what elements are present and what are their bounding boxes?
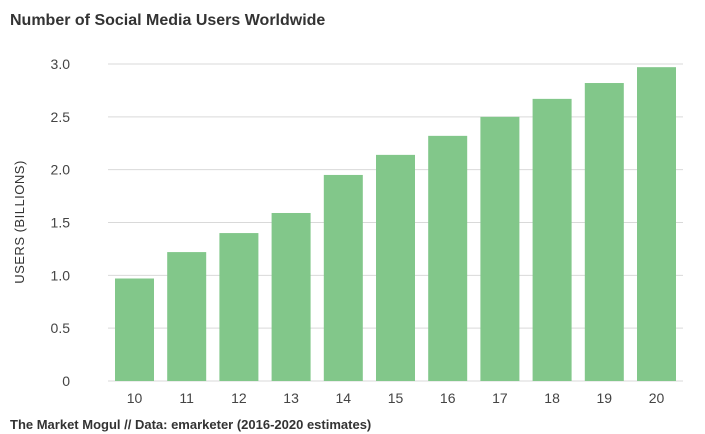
bar-15	[376, 154, 415, 381]
x-tick-label: 12	[231, 390, 247, 406]
y-tick-label: 1.0	[51, 267, 71, 283]
source-note: The Market Mogul // Data: emarketer (201…	[10, 417, 372, 432]
x-tick-label: 11	[179, 390, 194, 406]
x-tick-label: 19	[597, 390, 613, 406]
y-tick-label: 2.5	[51, 109, 71, 125]
bar-16	[428, 135, 468, 381]
y-tick-label: 0.5	[51, 320, 71, 336]
x-tick-label: 20	[649, 390, 665, 406]
x-axis-ticks: 10 11 12 13 14 15 16 17 18 19 20	[127, 390, 665, 406]
x-tick-label: 17	[492, 390, 508, 406]
y-tick-label: 3.0	[51, 56, 71, 72]
y-axis-ticks: 0 0.5 1.0 1.5 2.0 2.5 3.0	[51, 56, 71, 389]
bar-13	[271, 212, 311, 381]
x-tick-label: 10	[127, 390, 143, 406]
y-tick-label: 0	[62, 373, 70, 389]
bar-14	[323, 174, 363, 381]
chart-title: Number of Social Media Users Worldwide	[10, 12, 326, 29]
y-axis-label: USERS (BILLIONS)	[12, 160, 27, 284]
x-tick-label: 18	[544, 390, 560, 406]
bar-19	[584, 83, 624, 382]
bar-17	[480, 116, 520, 381]
x-tick-label: 14	[336, 390, 352, 406]
bar-10	[115, 278, 154, 381]
bar-18	[532, 98, 572, 382]
bar-12	[219, 233, 259, 381]
y-tick-label: 1.5	[51, 215, 71, 231]
bar-20	[637, 67, 676, 382]
y-tick-label: 2.0	[51, 162, 71, 178]
bar-11	[167, 252, 207, 381]
bars	[115, 67, 676, 382]
x-tick-label: 13	[283, 390, 299, 406]
x-tick-label: 16	[440, 390, 456, 406]
x-tick-label: 15	[388, 390, 404, 406]
